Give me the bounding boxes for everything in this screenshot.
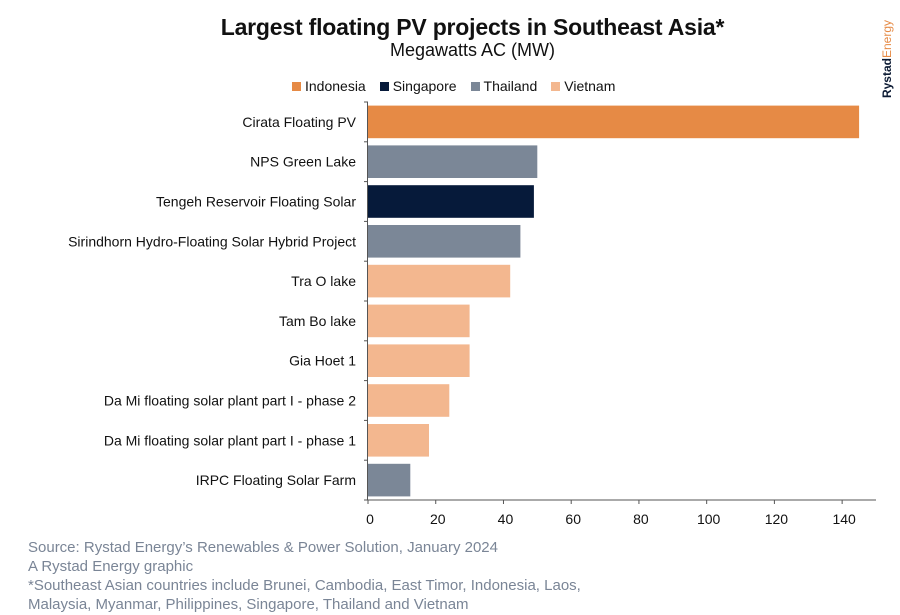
- category-label: Cirata Floating PV: [242, 114, 356, 130]
- category-label: IRPC Floating Solar Farm: [196, 472, 356, 488]
- category-label: Gia Hoet 1: [289, 353, 356, 369]
- legend-label: Indonesia: [305, 78, 366, 94]
- x-tick-label: 20: [430, 511, 446, 527]
- category-label: Tam Bo lake: [279, 313, 356, 329]
- x-tick-label: 40: [498, 511, 514, 527]
- x-tick-label: 60: [565, 511, 581, 527]
- x-tick-label: 80: [633, 511, 649, 527]
- footnote-line-2: Malaysia, Myanmar, Philippines, Singapor…: [28, 596, 469, 613]
- x-tick-label: 0: [366, 511, 374, 527]
- bar: [368, 185, 534, 218]
- chart-title: Largest floating PV projects in Southeas…: [220, 14, 725, 40]
- legend-swatch: [470, 81, 480, 91]
- category-label: Tra O lake: [291, 273, 356, 289]
- footnote-line-1: *Southeast Asian countries include Brune…: [28, 577, 581, 594]
- legend-label: Vietnam: [564, 78, 616, 94]
- bar: [368, 145, 538, 178]
- legend-swatch: [551, 81, 561, 91]
- bar: [368, 105, 860, 139]
- category-label: Sirindhorn Hydro-Floating Solar Hybrid P…: [68, 233, 356, 249]
- legend-item: Singapore: [379, 78, 457, 94]
- category-label: Tengeh Reservoir Floating Solar: [156, 194, 356, 210]
- bar: [368, 424, 429, 457]
- bar: [368, 264, 511, 298]
- category-label: Da Mi floating solar plant part I - phas…: [104, 432, 356, 448]
- x-tick-label: 140: [832, 511, 856, 527]
- bar: [368, 304, 470, 338]
- legend-swatch: [292, 81, 301, 91]
- footer-notes: Source: Rystad Energy’s Renewables & Pow…: [28, 538, 581, 614]
- bar: [368, 384, 450, 417]
- legend-swatch: [379, 81, 389, 91]
- legend-item: Thailand: [470, 78, 538, 94]
- category-label: Da Mi floating solar plant part I - phas…: [104, 393, 356, 409]
- bar: [368, 463, 411, 497]
- category-label: NPS Green Lake: [250, 154, 356, 170]
- chart-subtitle: Megawatts AC (MW): [389, 40, 556, 60]
- legend: Indonesia Singapore Thailand Vietnam: [292, 78, 615, 94]
- source-note: Source: Rystad Energy’s Renewables & Pow…: [28, 539, 498, 556]
- bar: [368, 344, 470, 377]
- legend-label: Singapore: [392, 78, 457, 94]
- legend-label: Thailand: [483, 78, 538, 94]
- credit-note: A Rystad Energy graphic: [28, 558, 194, 575]
- legend-item: Vietnam: [551, 78, 615, 94]
- x-tick-label: 100: [697, 511, 721, 527]
- legend-item: Indonesia: [292, 78, 366, 94]
- x-tick-label: 120: [765, 511, 789, 527]
- bar: [368, 225, 521, 258]
